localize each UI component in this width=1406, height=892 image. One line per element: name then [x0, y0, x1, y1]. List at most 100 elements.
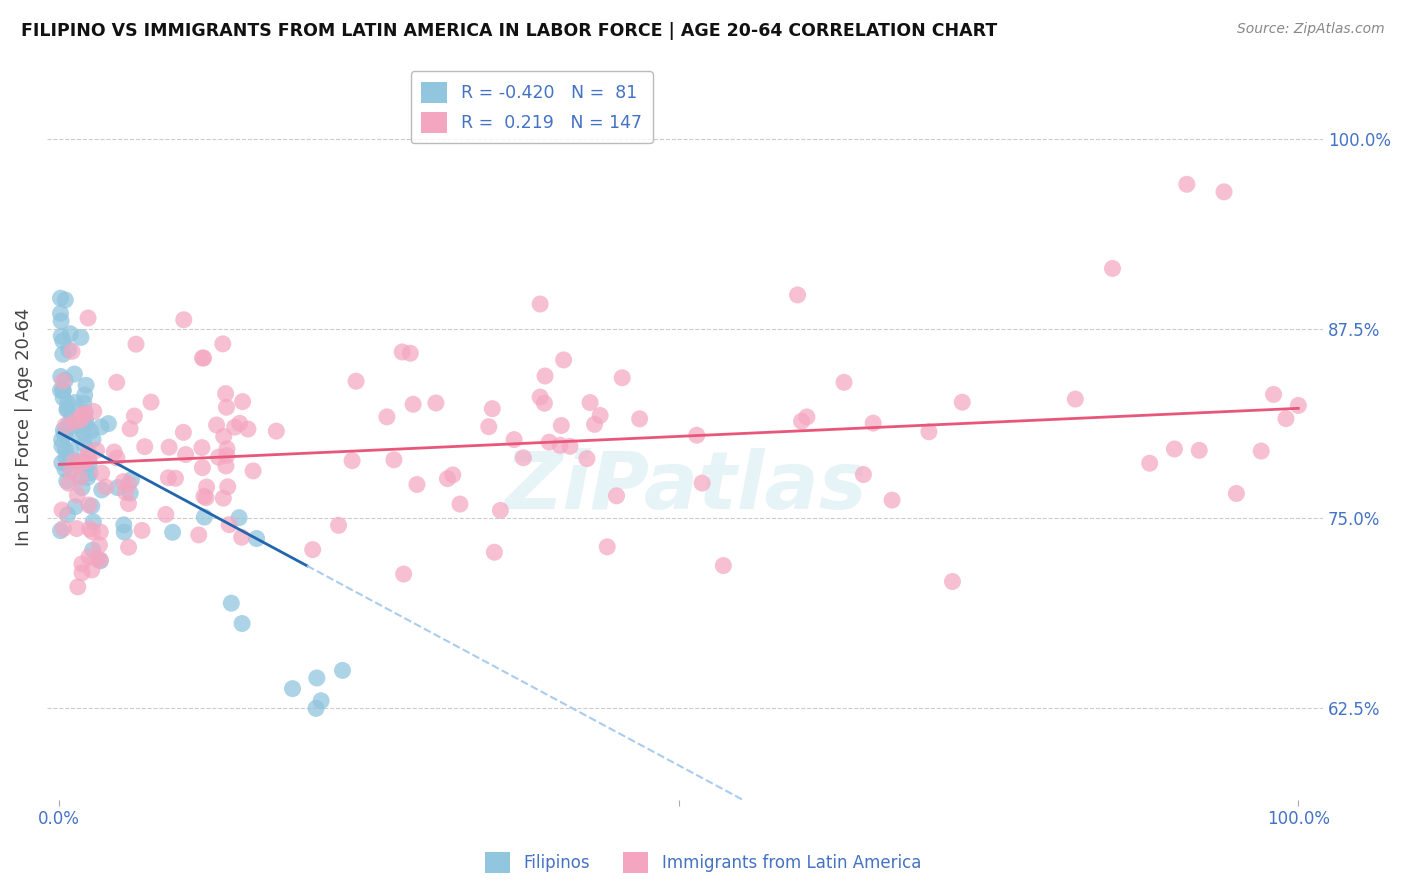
Point	[112, 517, 135, 532]
Point	[941, 574, 963, 589]
Point	[94, 480, 117, 494]
Point	[131, 524, 153, 538]
Point	[89, 553, 111, 567]
Point	[59, 452, 82, 467]
Point	[548, 438, 571, 452]
Point	[51, 456, 73, 470]
Point	[218, 517, 240, 532]
Point	[49, 383, 72, 397]
Point	[489, 503, 512, 517]
Point	[80, 563, 103, 577]
Point	[114, 485, 136, 500]
Point	[56, 402, 79, 417]
Point	[52, 423, 75, 437]
Point	[228, 417, 250, 431]
Point	[711, 558, 734, 573]
Point	[1250, 444, 1272, 458]
Point	[242, 464, 264, 478]
Point	[52, 374, 75, 388]
Point	[139, 395, 162, 409]
Point	[53, 418, 76, 433]
Point	[63, 367, 86, 381]
Point	[1225, 486, 1247, 500]
Point	[58, 476, 80, 491]
Point	[69, 429, 91, 443]
Point	[173, 312, 195, 326]
Point	[86, 443, 108, 458]
Point	[281, 681, 304, 696]
Point	[70, 566, 93, 580]
Point	[63, 415, 86, 429]
Point	[399, 346, 422, 360]
Point	[97, 417, 120, 431]
Point	[187, 528, 209, 542]
Point	[236, 422, 259, 436]
Point	[49, 306, 72, 320]
Point	[63, 454, 86, 468]
Point	[53, 462, 76, 476]
Point	[75, 413, 97, 427]
Point	[266, 424, 288, 438]
Point	[77, 498, 100, 512]
Point	[211, 336, 233, 351]
Point	[124, 409, 146, 423]
Point	[165, 471, 187, 485]
Point	[402, 397, 425, 411]
Point	[52, 384, 75, 398]
Point	[70, 557, 93, 571]
Point	[52, 334, 75, 348]
Point	[449, 497, 471, 511]
Point	[305, 671, 328, 685]
Point	[205, 417, 228, 432]
Point	[117, 497, 139, 511]
Point	[558, 439, 581, 453]
Point	[191, 351, 214, 365]
Point	[596, 540, 619, 554]
Point	[51, 439, 73, 453]
Point	[103, 445, 125, 459]
Point	[90, 466, 112, 480]
Point	[52, 391, 75, 405]
Point	[83, 404, 105, 418]
Point	[690, 476, 713, 491]
Point	[231, 530, 253, 544]
Point	[212, 429, 235, 443]
Text: Source: ZipAtlas.com: Source: ZipAtlas.com	[1237, 22, 1385, 37]
Point	[215, 458, 238, 473]
Point	[534, 369, 557, 384]
Point	[1188, 443, 1211, 458]
Point	[82, 515, 104, 529]
Point	[53, 293, 76, 307]
Text: ZiPatlas: ZiPatlas	[503, 448, 866, 526]
Point	[301, 542, 323, 557]
Point	[1263, 387, 1285, 401]
Point	[105, 376, 128, 390]
Point	[212, 491, 235, 505]
Legend: R = -0.420   N =  81, R =  0.219   N = 147: R = -0.420 N = 81, R = 0.219 N = 147	[411, 71, 652, 143]
Point	[1064, 392, 1087, 406]
Point	[58, 458, 80, 472]
Point	[193, 351, 215, 365]
Point	[215, 449, 238, 463]
Point	[55, 451, 77, 466]
Point	[553, 352, 575, 367]
Point	[392, 567, 415, 582]
Point	[215, 442, 238, 456]
Point	[60, 409, 83, 424]
Point	[82, 433, 104, 447]
Point	[60, 463, 83, 477]
Point	[529, 297, 551, 311]
Point	[65, 500, 87, 514]
Point	[589, 409, 612, 423]
Point	[70, 481, 93, 495]
Point	[441, 467, 464, 482]
Y-axis label: In Labor Force | Age 20-64: In Labor Force | Age 20-64	[15, 309, 32, 547]
Point	[344, 374, 367, 388]
Point	[59, 326, 82, 341]
Point	[174, 448, 197, 462]
Point	[134, 440, 156, 454]
Point	[90, 420, 112, 434]
Point	[82, 543, 104, 558]
Point	[172, 425, 194, 440]
Point	[309, 694, 332, 708]
